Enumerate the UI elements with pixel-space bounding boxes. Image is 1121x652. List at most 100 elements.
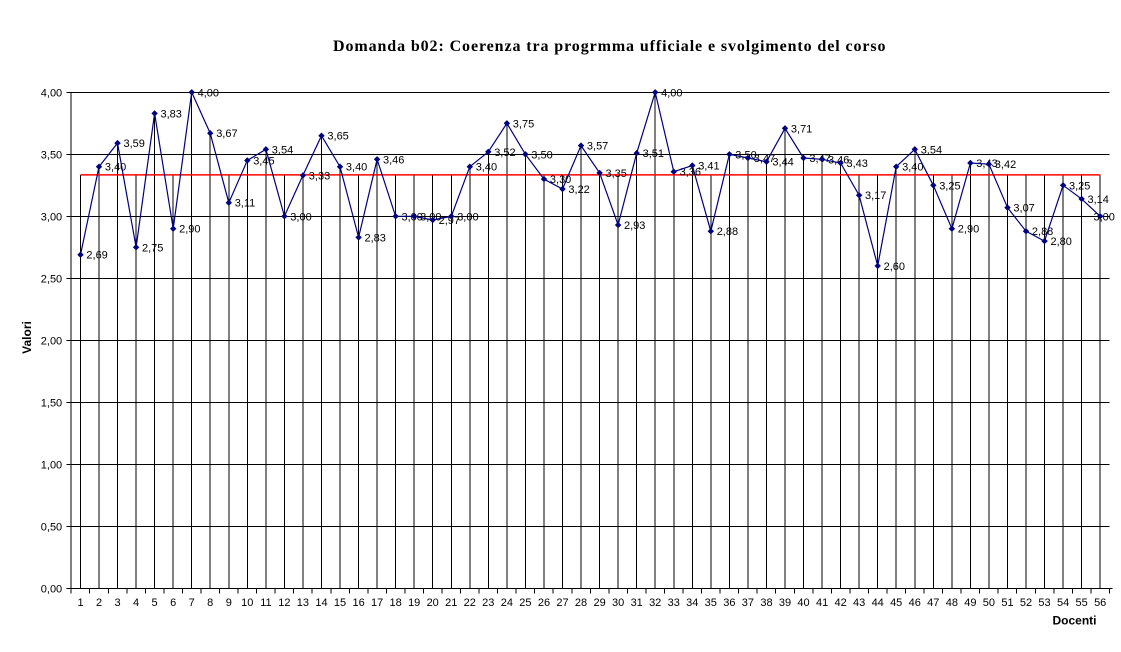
svg-text:54: 54 bbox=[1057, 597, 1069, 609]
svg-text:3,25: 3,25 bbox=[939, 180, 960, 192]
svg-text:3,30: 3,30 bbox=[550, 174, 571, 186]
svg-text:4,00: 4,00 bbox=[41, 87, 62, 99]
svg-text:2,83: 2,83 bbox=[365, 232, 386, 244]
svg-text:47: 47 bbox=[927, 597, 939, 609]
svg-text:3,00: 3,00 bbox=[457, 211, 478, 223]
svg-text:3,46: 3,46 bbox=[828, 154, 849, 166]
svg-text:34: 34 bbox=[686, 597, 698, 609]
svg-text:2,90: 2,90 bbox=[179, 224, 200, 236]
svg-text:55: 55 bbox=[1075, 597, 1087, 609]
svg-text:44: 44 bbox=[872, 597, 884, 609]
svg-text:9: 9 bbox=[226, 597, 232, 609]
svg-text:3,42: 3,42 bbox=[995, 159, 1016, 171]
svg-text:3,83: 3,83 bbox=[161, 108, 182, 120]
svg-text:3,57: 3,57 bbox=[587, 141, 608, 153]
svg-text:3,54: 3,54 bbox=[272, 144, 293, 156]
svg-text:3,40: 3,40 bbox=[476, 162, 497, 174]
svg-text:48: 48 bbox=[946, 597, 958, 609]
svg-text:2,90: 2,90 bbox=[958, 224, 979, 236]
svg-text:21: 21 bbox=[445, 597, 457, 609]
svg-text:3,75: 3,75 bbox=[513, 118, 534, 130]
svg-text:3,00: 3,00 bbox=[420, 211, 441, 223]
svg-text:15: 15 bbox=[334, 597, 346, 609]
svg-text:0,50: 0,50 bbox=[41, 521, 62, 533]
svg-text:56: 56 bbox=[1094, 597, 1106, 609]
svg-text:27: 27 bbox=[556, 597, 568, 609]
svg-text:3,51: 3,51 bbox=[643, 148, 664, 160]
svg-text:2,60: 2,60 bbox=[884, 261, 905, 273]
svg-text:16: 16 bbox=[352, 597, 364, 609]
svg-text:10: 10 bbox=[241, 597, 253, 609]
svg-text:28: 28 bbox=[575, 597, 587, 609]
svg-text:37: 37 bbox=[742, 597, 754, 609]
svg-text:0,00: 0,00 bbox=[41, 583, 62, 595]
svg-text:11: 11 bbox=[260, 597, 271, 609]
svg-text:1,50: 1,50 bbox=[41, 397, 62, 409]
svg-text:45: 45 bbox=[890, 597, 902, 609]
svg-text:17: 17 bbox=[371, 597, 383, 609]
svg-text:35: 35 bbox=[705, 597, 717, 609]
svg-text:3,46: 3,46 bbox=[383, 154, 404, 166]
svg-text:14: 14 bbox=[315, 597, 327, 609]
svg-text:3,52: 3,52 bbox=[494, 147, 515, 159]
svg-text:3,00: 3,00 bbox=[41, 211, 62, 223]
svg-text:2,75: 2,75 bbox=[142, 242, 163, 254]
svg-text:36: 36 bbox=[723, 597, 735, 609]
svg-text:3,14: 3,14 bbox=[1088, 194, 1109, 206]
svg-text:7: 7 bbox=[189, 597, 195, 609]
svg-text:3,40: 3,40 bbox=[346, 162, 367, 174]
svg-text:Valori: Valori bbox=[20, 321, 34, 354]
svg-text:6: 6 bbox=[170, 597, 176, 609]
svg-text:3: 3 bbox=[114, 597, 120, 609]
svg-text:3,44: 3,44 bbox=[772, 157, 793, 169]
svg-text:42: 42 bbox=[834, 597, 846, 609]
svg-text:3,50: 3,50 bbox=[531, 149, 552, 161]
svg-text:53: 53 bbox=[1038, 597, 1050, 609]
svg-text:3,17: 3,17 bbox=[865, 190, 886, 202]
svg-text:3,45: 3,45 bbox=[253, 156, 274, 168]
svg-text:Docenti: Docenti bbox=[1053, 614, 1097, 628]
svg-text:30: 30 bbox=[612, 597, 624, 609]
svg-text:3,71: 3,71 bbox=[791, 123, 812, 135]
svg-text:3,54: 3,54 bbox=[921, 144, 942, 156]
svg-text:19: 19 bbox=[408, 597, 420, 609]
svg-text:3,67: 3,67 bbox=[216, 128, 237, 140]
svg-text:13: 13 bbox=[297, 597, 309, 609]
svg-text:3,33: 3,33 bbox=[309, 170, 330, 182]
svg-text:24: 24 bbox=[501, 597, 513, 609]
svg-text:2,50: 2,50 bbox=[41, 273, 62, 285]
svg-text:3,07: 3,07 bbox=[1013, 203, 1034, 215]
svg-text:33: 33 bbox=[668, 597, 680, 609]
svg-text:38: 38 bbox=[760, 597, 772, 609]
svg-text:29: 29 bbox=[593, 597, 605, 609]
svg-text:52: 52 bbox=[1020, 597, 1032, 609]
svg-text:51: 51 bbox=[1001, 597, 1013, 609]
svg-text:18: 18 bbox=[389, 597, 401, 609]
svg-text:3,00: 3,00 bbox=[290, 211, 311, 223]
svg-text:3,43: 3,43 bbox=[847, 158, 868, 170]
svg-text:3,11: 3,11 bbox=[235, 198, 256, 210]
svg-text:20: 20 bbox=[427, 597, 439, 609]
svg-text:2,88: 2,88 bbox=[717, 226, 738, 238]
svg-text:1,00: 1,00 bbox=[41, 459, 62, 471]
svg-text:2,69: 2,69 bbox=[86, 250, 107, 262]
svg-text:1: 1 bbox=[77, 597, 83, 609]
svg-text:3,50: 3,50 bbox=[41, 149, 62, 161]
svg-text:3,25: 3,25 bbox=[1069, 180, 1090, 192]
svg-text:32: 32 bbox=[649, 597, 661, 609]
svg-text:3,41: 3,41 bbox=[698, 161, 719, 173]
svg-text:5: 5 bbox=[152, 597, 158, 609]
svg-text:40: 40 bbox=[797, 597, 809, 609]
svg-text:3,65: 3,65 bbox=[327, 131, 348, 143]
svg-text:39: 39 bbox=[779, 597, 791, 609]
svg-text:25: 25 bbox=[519, 597, 531, 609]
svg-text:43: 43 bbox=[853, 597, 865, 609]
svg-text:41: 41 bbox=[816, 597, 828, 609]
svg-text:46: 46 bbox=[909, 597, 921, 609]
svg-text:3,35: 3,35 bbox=[606, 168, 627, 180]
svg-text:8: 8 bbox=[207, 597, 213, 609]
svg-text:Domanda b02: Coerenza tra prog: Domanda b02: Coerenza tra progrmma uffic… bbox=[333, 38, 886, 55]
svg-text:26: 26 bbox=[538, 597, 550, 609]
svg-text:50: 50 bbox=[983, 597, 995, 609]
svg-text:2,00: 2,00 bbox=[41, 335, 62, 347]
